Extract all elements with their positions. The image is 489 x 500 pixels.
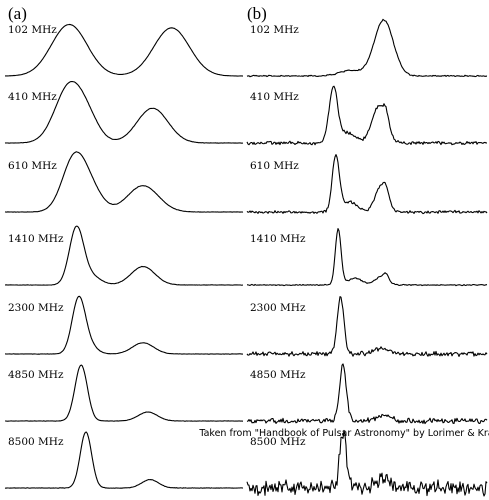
- frequency-label: 4850 MHz: [250, 369, 306, 381]
- frequency-label: 410 MHz: [250, 91, 299, 103]
- profile-line-a-2300-mhz: [4, 295, 244, 355]
- frequency-label: 410 MHz: [8, 91, 57, 103]
- frequency-label: 8500 MHz: [8, 436, 64, 448]
- frequency-label: 1410 MHz: [250, 233, 306, 245]
- profile-line-b-4850-mhz: [246, 363, 488, 425]
- panel-a-label: (a): [8, 4, 27, 23]
- frequency-label: 2300 MHz: [250, 302, 306, 314]
- frequency-label: 1410 MHz: [8, 233, 64, 245]
- frequency-label: 610 MHz: [8, 160, 57, 172]
- profile-line-b-2300-mhz: [246, 296, 488, 358]
- panel-a: 102 MHz 410 MHz 610 MHz 1410 MHz 2300 MHz 485…: [4, 23, 244, 489]
- profile-line-a-102-mhz: [4, 23, 244, 77]
- profile-line-b-410-mhz: [246, 85, 488, 146]
- frequency-label: 102 MHz: [250, 24, 299, 36]
- frequency-label: 4850 MHz: [8, 369, 64, 381]
- credit-text: Taken from "Handbook of Pulsar Astronomy…: [198, 428, 489, 439]
- profile-line-a-8500-mhz: [4, 431, 244, 489]
- profile-line-a-4850-mhz: [4, 364, 244, 422]
- frequency-label: 8500 MHz: [250, 436, 306, 448]
- frequency-label: 2300 MHz: [8, 302, 64, 314]
- profile-line-a-610-mhz: [4, 151, 244, 213]
- profile-line-b-610-mhz: [246, 154, 488, 215]
- panel-b-label: (b): [247, 4, 267, 23]
- profile-line-b-1410-mhz: [247, 228, 488, 287]
- profile-line-b-8500-mhz: [246, 429, 488, 497]
- frequency-label: 610 MHz: [250, 160, 299, 172]
- profile-line-b-102-mhz: [246, 18, 488, 78]
- profile-line-a-1410-mhz: [4, 225, 244, 286]
- panel-b: 102 MHz 410 MHz 610 MHz 1410 MHz 2300 MHz 485…: [246, 18, 488, 497]
- frequency-label: 102 MHz: [8, 24, 57, 36]
- profile-line-a-410-mhz: [4, 81, 244, 144]
